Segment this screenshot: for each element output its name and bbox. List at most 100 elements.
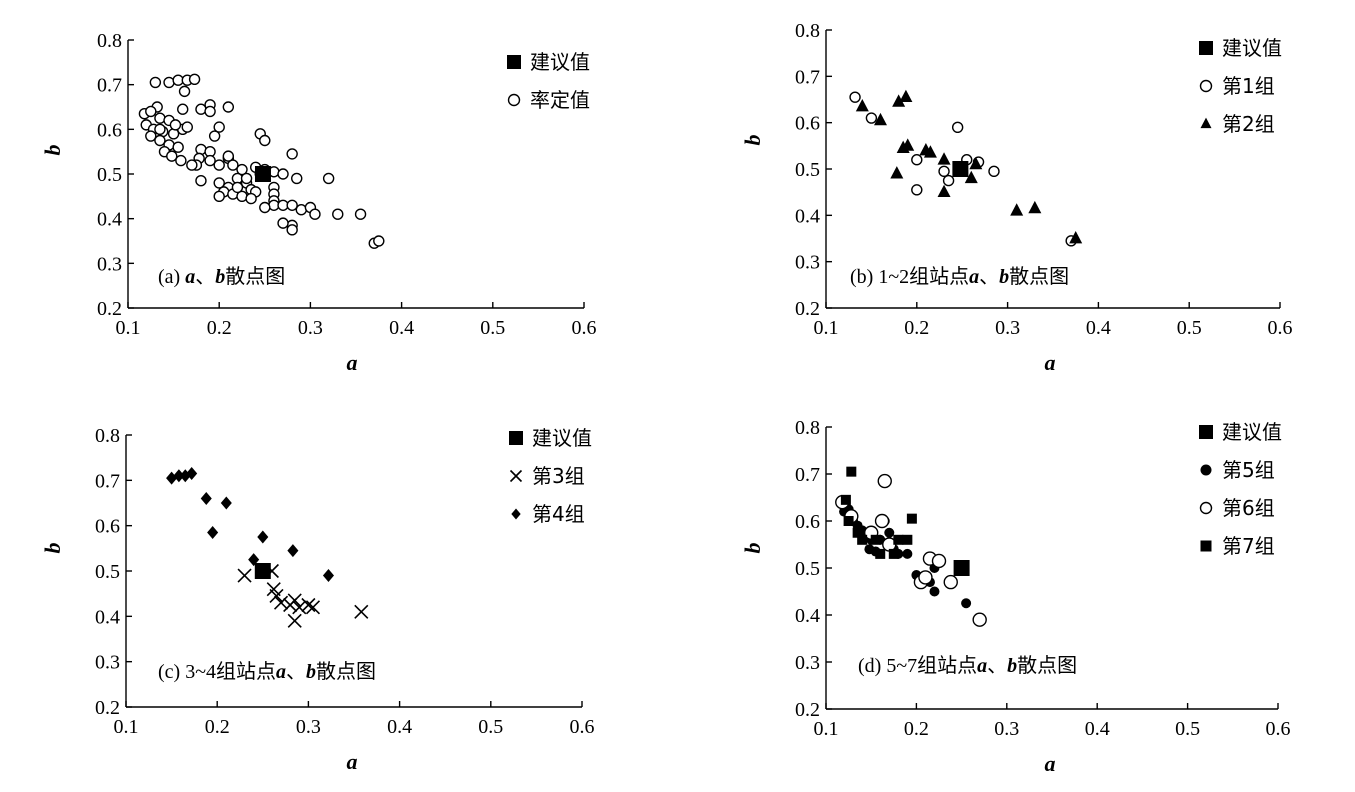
legend-label: 第5组 [1222,458,1275,482]
x-tick-label: 0.2 [207,317,232,339]
x-tick-label: 0.6 [570,716,595,738]
data-point [231,181,244,194]
data-point [953,560,970,576]
legend-label: 第6组 [1222,496,1275,520]
legend-label: 建议值 [530,50,590,74]
y-tick-label: 0.4 [95,606,120,628]
x-tick-label: 0.4 [387,716,412,738]
data-point [918,570,933,585]
data-point [972,612,987,627]
data-point [236,163,248,176]
y-tick-label: 0.4 [97,209,122,231]
chart-panel-1: 0.1 0.2 0.3 0.4 0.5 0.60.20.30.40.50.60.70.8a… [40,30,597,375]
y-tick-label: 0.7 [95,470,120,492]
y-tick-label: 0.6 [95,516,120,538]
chart-panel-3: 0.1 0.2 0.3 0.4 0.5 0.60.20.30.40.50.60.70.8a… [40,425,595,774]
data-point [873,112,887,126]
data-point [286,199,298,211]
data-point [220,496,232,510]
data-point [852,527,863,538]
x-tick-label: 0.3 [298,317,323,339]
legend-marker [1200,117,1212,129]
data-point [943,574,958,590]
series-第3组 [237,563,369,628]
data-point [163,76,175,89]
chart-caption: (c) 3~4组站点a、b散点图 [158,660,376,683]
data-point [1069,231,1083,244]
data-point [1010,203,1024,216]
data-point [322,569,334,583]
x-tick-label: 0.2 [904,317,929,339]
data-point [227,159,239,171]
data-point [245,192,257,205]
data-point [902,548,913,559]
data-point [154,112,166,124]
x-tick-label: 0.5 [1175,718,1200,740]
data-point [213,121,225,133]
data-point [855,98,869,112]
data-point [843,516,854,526]
data-point [286,224,298,236]
y-tick-label: 0.3 [95,652,120,674]
legend-marker [509,431,523,445]
x-tick-label: 0.3 [994,718,1019,740]
data-point [937,184,951,198]
data-point [273,595,289,610]
x-tick-label: 0.5 [478,716,503,738]
data-point [269,588,284,603]
legend-label: 率定值 [530,88,590,112]
chart-panel-4: 0.1 0.2 0.3 0.4 0.5 0.60.20.30.40.50.60.70.8a… [740,417,1291,776]
data-point [874,513,890,529]
series-第4组 [166,467,334,583]
data-point [178,85,191,98]
data-point [354,208,367,220]
data-point [292,600,307,615]
y-tick-label: 0.3 [795,652,820,674]
data-point [931,553,947,569]
legend-marker [1200,540,1212,552]
data-point [937,152,951,165]
data-point [888,548,899,559]
x-tick-label: 0.1 [814,718,839,740]
data-point [929,586,940,597]
series-率定值 [138,73,385,249]
data-point [254,166,271,182]
data-point [248,553,260,567]
data-point [287,544,299,558]
y-tick-label: 0.2 [95,697,120,719]
legend-label: 第3组 [532,464,585,488]
x-tick-label: 0.4 [1085,718,1110,740]
x-tick-label: 0.6 [572,317,597,339]
data-point [277,168,289,180]
data-point [207,525,219,539]
data-point [286,148,298,160]
data-point [277,217,289,229]
data-point [237,568,252,583]
data-point [938,165,950,178]
x-tick-label: 0.1 [114,716,139,738]
legend-label: 第2组 [1222,112,1275,136]
series-建议值 [952,161,969,177]
legend-label: 建议值 [1222,420,1282,444]
data-point [204,154,216,167]
data-point [969,156,983,170]
data-point [200,491,212,505]
legend-label: 建议值 [1222,36,1282,60]
legend-marker [511,508,521,520]
y-tick-label: 0.5 [795,159,820,181]
data-point [923,145,937,158]
data-point [890,166,904,179]
y-tick-label: 0.4 [795,205,820,227]
data-point [208,130,221,142]
y-tick-label: 0.8 [795,20,820,42]
data-point [169,119,182,131]
series-第5组 [839,504,972,609]
data-point [849,91,861,103]
data-point [988,165,1000,178]
y-tick-label: 0.2 [97,298,122,320]
legend-label: 第1组 [1222,74,1275,98]
legend-label: 第4组 [532,502,585,526]
data-point [942,174,955,187]
x-tick-label: 0.3 [995,317,1020,339]
